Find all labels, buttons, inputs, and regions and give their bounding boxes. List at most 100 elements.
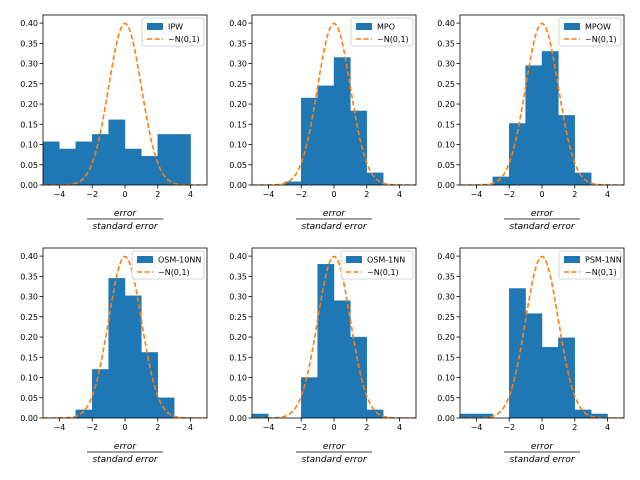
legend-swatch-bar	[564, 256, 580, 263]
y-tick-label: 0.40	[229, 252, 247, 261]
histogram-bar	[525, 65, 543, 185]
y-tick-label: 0.20	[229, 333, 247, 342]
panel-5: 0.00 0.05 0.10 0.15 0.20 0.25 0.30 0.35 0.40 −4 −2…	[229, 247, 417, 465]
plot-area	[252, 22, 416, 185]
legend: OSM-10NN ~N(0,1)	[131, 250, 205, 280]
histogram-bar	[558, 115, 576, 185]
xlabel-denominator: standard error	[301, 455, 367, 465]
y-tick-label: 0.25	[229, 313, 247, 322]
legend-label-series: OSM-1NN	[367, 256, 405, 265]
histogram-bar	[91, 369, 109, 418]
y-tick-label: 0.10	[20, 141, 38, 150]
x-tick-label: −2	[503, 423, 515, 432]
legend-swatch-bar	[564, 23, 580, 30]
y-tick-label: 0.40	[437, 252, 455, 261]
histogram-bar	[366, 409, 384, 418]
y-tick-label: 0.20	[20, 100, 38, 109]
xlabel-denominator: standard error	[509, 222, 575, 232]
legend-label-normal: ~N(0,1)	[585, 35, 617, 44]
legend: IPW ~N(0,1)	[141, 17, 205, 47]
x-tick-label: −2	[86, 423, 98, 432]
y-tick-label: 0.00	[437, 414, 455, 423]
y-tick-label: 0.15	[437, 120, 455, 129]
normal-pdf-curve	[43, 255, 207, 418]
y-tick-label: 0.10	[437, 374, 455, 383]
y-tick-label: 0.20	[229, 100, 247, 109]
y-tick-label: 0.35	[437, 39, 455, 48]
histogram-bar	[509, 288, 526, 418]
normal-pdf-curve	[460, 22, 624, 185]
y-tick-label: 0.30	[437, 60, 455, 69]
histogram-bar	[75, 409, 93, 418]
normal-pdf-curve	[460, 255, 624, 418]
y-tick-label: 0.00	[229, 181, 247, 190]
x-tick-label: −2	[295, 190, 307, 199]
x-tick-label: −4	[471, 423, 483, 432]
x-tick-label: 4	[188, 190, 193, 199]
x-tick-label: 4	[397, 423, 402, 432]
plot-area	[252, 255, 416, 418]
legend-swatch-bar	[137, 256, 153, 263]
x-tick-label: 4	[188, 423, 193, 432]
x-tick-label: 2	[572, 190, 577, 199]
plot-area	[460, 255, 624, 418]
x-tick-label: 0	[539, 190, 544, 199]
panel-3: 0.00 0.05 0.10 0.15 0.20 0.25 0.30 0.35 0.40 −4 −2…	[437, 14, 625, 232]
y-tick-label: 0.00	[20, 414, 38, 423]
y-tick-label: 0.05	[229, 161, 247, 170]
y-tick-label: 0.35	[20, 272, 38, 281]
legend-label-normal: ~N(0,1)	[377, 35, 409, 44]
x-tick-label: 0	[122, 190, 127, 199]
histogram-bar	[141, 156, 158, 185]
y-tick-label: 0.20	[437, 333, 455, 342]
x-tick-label: −4	[471, 190, 483, 199]
xlabel-denominator: standard error	[509, 455, 575, 465]
histogram-bar	[301, 97, 318, 185]
x-tick-label: 2	[364, 423, 369, 432]
y-tick-label: 0.25	[20, 313, 38, 322]
histogram-bar	[333, 57, 351, 185]
legend: PSM-1NN ~N(0,1)	[558, 250, 622, 280]
xlabel-numerator: error	[114, 442, 137, 452]
y-tick-label: 0.30	[20, 60, 38, 69]
y-tick-label: 0.10	[229, 141, 247, 150]
x-tick-label: 2	[572, 423, 577, 432]
y-tick-label: 0.30	[437, 293, 455, 302]
x-tick-label: 0	[122, 423, 127, 432]
panel-2: 0.00 0.05 0.10 0.15 0.20 0.25 0.30 0.35 0.40 −4 −2…	[229, 14, 417, 232]
histogram-bar	[124, 148, 142, 185]
legend-swatch-bar	[356, 23, 372, 30]
legend-label-normal: ~N(0,1)	[585, 268, 617, 277]
x-tick-label: 0	[539, 423, 544, 432]
legend-label-series: OSM-10NN	[158, 256, 201, 265]
y-tick-label: 0.05	[229, 394, 247, 403]
histogram-bar	[317, 263, 335, 418]
x-tick-label: −2	[503, 190, 515, 199]
histogram-bar	[252, 413, 269, 418]
y-tick-label: 0.30	[20, 293, 38, 302]
histogram-bar	[317, 85, 327, 185]
histogram-bar	[558, 337, 576, 418]
y-tick-label: 0.05	[437, 161, 455, 170]
x-tick-label: 4	[397, 190, 402, 199]
y-tick-label: 0.35	[20, 39, 38, 48]
y-tick-label: 0.15	[229, 120, 247, 129]
histogram-bar	[525, 313, 543, 418]
plot-area	[43, 22, 207, 185]
histogram-bar	[116, 278, 126, 418]
histogram-bar	[108, 119, 126, 185]
x-tick-label: 2	[155, 190, 160, 199]
y-tick-label: 0.10	[229, 374, 247, 383]
y-tick-label: 0.10	[20, 374, 38, 383]
y-tick-label: 0.15	[20, 120, 38, 129]
legend: MPO ~N(0,1)	[350, 17, 414, 47]
plot-area	[43, 255, 207, 418]
histogram-bar	[541, 346, 559, 418]
normal-pdf-curve	[43, 22, 207, 185]
y-tick-label: 0.15	[20, 353, 38, 362]
y-tick-label: 0.00	[20, 181, 38, 190]
histogram-bar	[574, 172, 592, 185]
legend-label-normal: ~N(0,1)	[158, 268, 190, 277]
legend: MPOW ~N(0,1)	[558, 17, 622, 47]
